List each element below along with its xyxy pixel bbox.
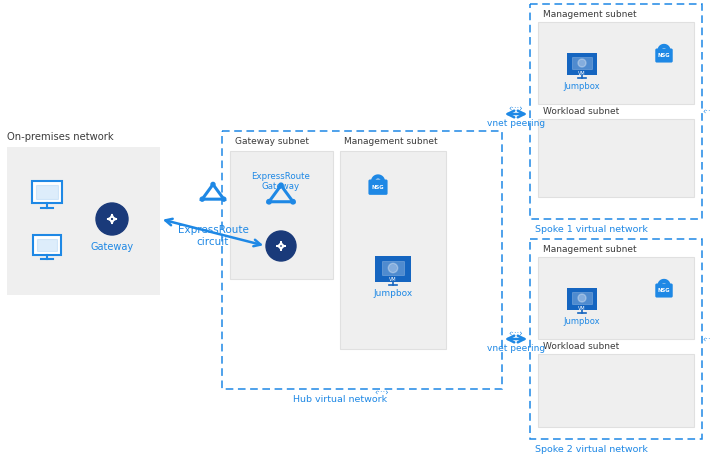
Text: NSG: NSG: [658, 288, 670, 293]
Bar: [37, 239, 57, 252]
Text: ‹···›: ‹···›: [702, 107, 711, 116]
Text: Spoke 2 virtual network: Spoke 2 virtual network: [535, 444, 648, 453]
Text: Jumpbox: Jumpbox: [373, 288, 412, 298]
FancyBboxPatch shape: [31, 182, 63, 203]
Text: ExpressRoute
Gateway: ExpressRoute Gateway: [252, 172, 311, 191]
Text: Management subnet: Management subnet: [543, 10, 636, 19]
FancyBboxPatch shape: [656, 50, 673, 63]
Bar: [340, 152, 446, 349]
Text: VM: VM: [578, 305, 586, 310]
Text: On-premises network: On-premises network: [7, 131, 114, 142]
Text: NSG: NSG: [658, 53, 670, 58]
Text: ‹···›: ‹···›: [508, 329, 523, 338]
Bar: [7, 148, 160, 295]
Text: vnet peering: vnet peering: [487, 119, 545, 128]
Circle shape: [291, 200, 295, 204]
Text: ‹···›: ‹···›: [508, 104, 523, 113]
Circle shape: [96, 203, 128, 236]
Bar: [538, 120, 694, 197]
Bar: [222, 131, 502, 389]
Text: VM: VM: [578, 71, 586, 76]
Circle shape: [211, 183, 215, 187]
FancyBboxPatch shape: [33, 236, 61, 255]
Bar: [530, 5, 702, 219]
Text: Gateway subnet: Gateway subnet: [235, 136, 309, 146]
Text: Jumpbox: Jumpbox: [564, 316, 600, 325]
Circle shape: [578, 294, 586, 302]
Circle shape: [266, 232, 296, 262]
Text: VM: VM: [389, 277, 397, 282]
Text: Workload subnet: Workload subnet: [543, 107, 619, 116]
Text: ‹···›: ‹···›: [375, 388, 390, 397]
Bar: [538, 23, 694, 105]
Bar: [572, 292, 592, 304]
Circle shape: [279, 184, 283, 188]
Bar: [530, 239, 702, 439]
Text: Gateway: Gateway: [90, 242, 134, 252]
FancyBboxPatch shape: [567, 288, 597, 310]
Text: NSG: NSG: [372, 185, 385, 190]
Text: Jumpbox: Jumpbox: [564, 82, 600, 91]
Bar: [572, 58, 592, 70]
Text: ExpressRoute
circuit: ExpressRoute circuit: [178, 224, 248, 246]
FancyBboxPatch shape: [656, 284, 673, 298]
Bar: [538, 354, 694, 427]
Text: Management subnet: Management subnet: [344, 136, 438, 146]
FancyBboxPatch shape: [368, 180, 387, 195]
FancyBboxPatch shape: [375, 257, 410, 283]
Text: Workload subnet: Workload subnet: [543, 341, 619, 350]
Circle shape: [388, 264, 397, 273]
Text: Hub virtual network: Hub virtual network: [292, 394, 387, 403]
FancyBboxPatch shape: [567, 54, 597, 76]
Text: ‹···›: ‹···›: [702, 335, 711, 344]
Circle shape: [222, 198, 226, 202]
Bar: [538, 258, 694, 339]
Bar: [36, 186, 58, 199]
Circle shape: [201, 198, 204, 202]
Bar: [382, 261, 405, 276]
Circle shape: [267, 200, 271, 204]
Circle shape: [578, 60, 586, 68]
Text: Spoke 1 virtual network: Spoke 1 virtual network: [535, 224, 648, 233]
Bar: [230, 152, 333, 279]
Text: vnet peering: vnet peering: [487, 343, 545, 352]
Text: Management subnet: Management subnet: [543, 244, 636, 253]
